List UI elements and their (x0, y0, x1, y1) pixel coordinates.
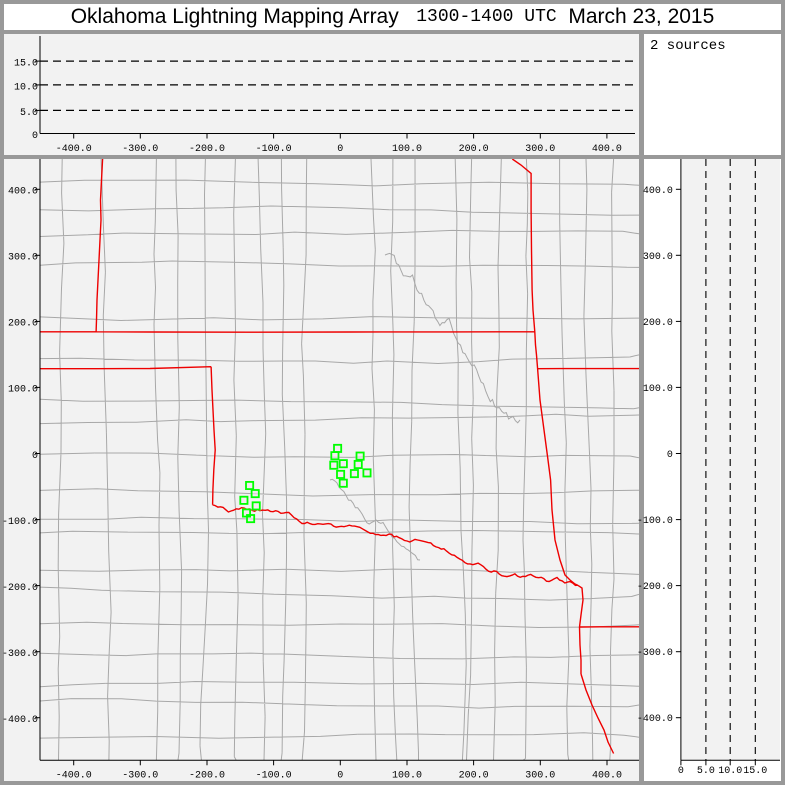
svg-text:-200.0: -200.0 (189, 144, 225, 155)
svg-text:15.0: 15.0 (14, 59, 38, 70)
svg-text:0: 0 (337, 144, 343, 155)
svg-text:200.0: 200.0 (459, 144, 489, 155)
svg-text:-300.0: -300.0 (122, 144, 158, 155)
svg-text:5.0: 5.0 (20, 108, 38, 119)
svg-text:300.0: 300.0 (525, 144, 555, 155)
svg-text:-400.0: -400.0 (56, 144, 92, 155)
svg-text:10.0: 10.0 (14, 82, 38, 93)
svg-text:-100.0: -100.0 (256, 144, 292, 155)
svg-text:400.0: 400.0 (592, 144, 622, 155)
svg-text:100.0: 100.0 (392, 144, 422, 155)
svg-text:0: 0 (32, 131, 38, 142)
